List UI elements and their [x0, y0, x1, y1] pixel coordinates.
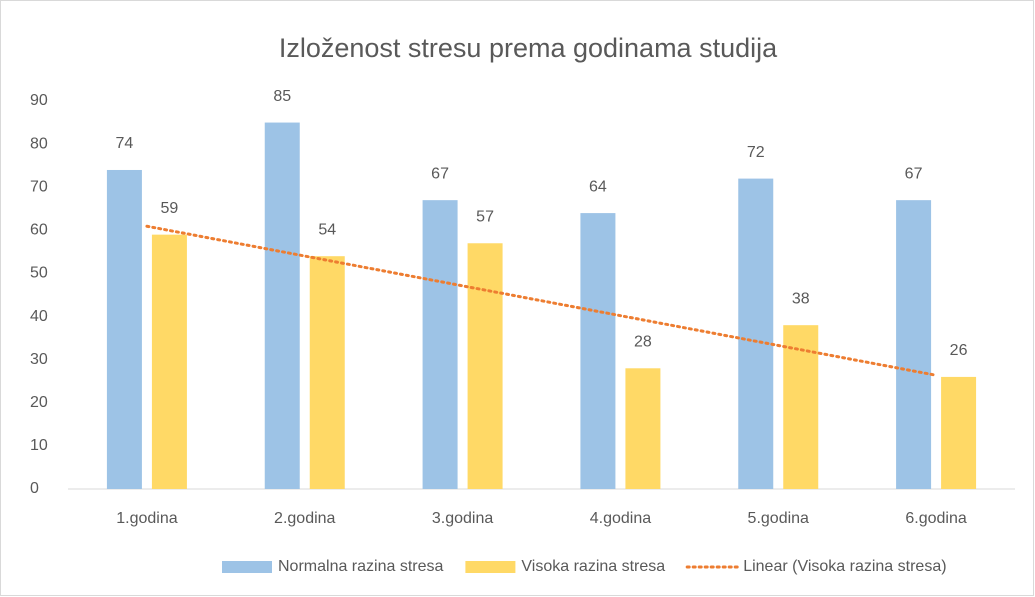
- bar: [738, 178, 774, 489]
- x-tick-label: 6.godina: [905, 510, 966, 527]
- legend-label: Normalna razina stresa: [278, 558, 444, 575]
- legend-label: Linear (Visoka razina stresa): [743, 558, 946, 575]
- y-tick-label: 30: [30, 351, 48, 368]
- legend-swatch: [465, 561, 516, 573]
- data-label: 67: [905, 165, 923, 182]
- x-tick-label: 2.godina: [274, 510, 335, 527]
- y-tick-label: 90: [30, 92, 48, 109]
- data-label: 72: [747, 144, 765, 161]
- data-label: 59: [161, 200, 179, 217]
- bar: [941, 376, 977, 489]
- bar: [625, 368, 661, 489]
- bar: [264, 122, 300, 490]
- bar: [896, 200, 932, 489]
- y-tick-label: 20: [30, 394, 48, 411]
- data-label: 85: [273, 88, 291, 105]
- bar: [422, 200, 458, 489]
- bar: [151, 234, 187, 489]
- y-tick-label: 40: [30, 308, 48, 325]
- y-tick-label: 60: [30, 222, 48, 239]
- data-label: 38: [792, 290, 810, 307]
- x-tick-label: 4.godina: [590, 510, 651, 527]
- chart-title: Izloženost stresu prema godinama studija: [279, 33, 778, 63]
- y-tick-label: 10: [30, 437, 48, 454]
- data-label: 74: [116, 135, 134, 152]
- y-tick-label: 80: [30, 135, 48, 152]
- legend-label: Visoka razina stresa: [521, 558, 665, 575]
- data-label: 67: [431, 165, 449, 182]
- x-tick-label: 3.godina: [432, 510, 493, 527]
- x-tick-label: 1.godina: [116, 510, 177, 527]
- bar: [580, 213, 616, 490]
- data-label: 26: [950, 342, 968, 359]
- x-tick-label: 5.godina: [748, 510, 809, 527]
- bar: [106, 169, 142, 489]
- trendline: [145, 224, 938, 377]
- data-label: 28: [634, 334, 652, 351]
- y-tick-label: 70: [30, 178, 48, 195]
- y-tick-label: 0: [30, 480, 39, 497]
- data-label: 57: [476, 208, 494, 225]
- bar: [467, 243, 503, 489]
- data-label: 54: [318, 221, 336, 238]
- bar: [309, 256, 345, 489]
- data-label: 64: [589, 178, 607, 195]
- y-tick-label: 50: [30, 265, 48, 282]
- legend-swatch: [222, 561, 272, 573]
